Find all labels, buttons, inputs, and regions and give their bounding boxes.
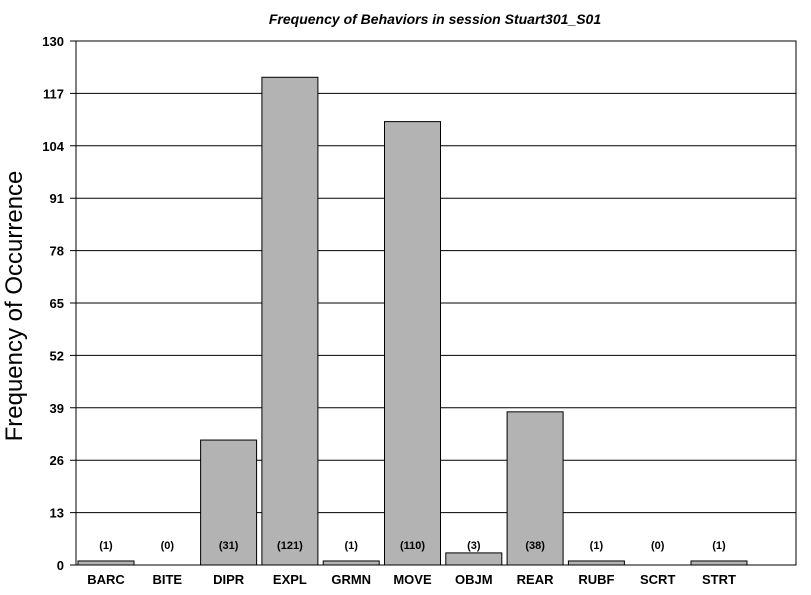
x-tick-label-barc: BARC (87, 572, 125, 587)
x-tick-label-strt: STRT (702, 572, 736, 587)
x-tick-label-rear: REAR (517, 572, 554, 587)
data-label-rubf: (1) (590, 540, 604, 552)
y-tick-label: 13 (50, 506, 64, 521)
data-label-rear: (38) (525, 540, 545, 552)
chart-title: Frequency of Behaviors in session Stuart… (269, 11, 601, 27)
bar-move (384, 121, 441, 566)
bar-barc (77, 560, 135, 566)
y-tick-label: 104 (42, 139, 64, 154)
x-tick-label-objm: OBJM (455, 572, 493, 587)
bar-rubf (567, 560, 625, 566)
y-tick-label: 0 (57, 558, 64, 573)
data-label-barc: (1) (99, 540, 113, 552)
x-tick-label-dipr: DIPR (213, 572, 245, 587)
bar-expl (261, 76, 319, 566)
data-label-grmn: (1) (344, 540, 358, 552)
x-tick-label-rubf: RUBF (578, 572, 614, 587)
bar-rear (506, 411, 564, 566)
y-tick-label: 26 (50, 453, 64, 468)
y-tick-label: 39 (50, 401, 64, 416)
x-axis-ticks: BARC BITE DIPR EXPL GRMN MOVE OBJM REAR RUBF SCRT… (87, 572, 736, 587)
data-label-bite: (0) (161, 540, 175, 552)
data-label-dipr: (31) (219, 540, 239, 552)
y-axis-label: Frequency of Occurrence (1, 171, 28, 442)
data-labels: (1) (0) (31) (121) (1) (110) (3) (38) (1) (0) (1) (99, 540, 726, 552)
x-tick-label-expl: EXPL (273, 572, 307, 587)
y-tick-label: 65 (50, 296, 64, 311)
bar-strt (690, 560, 748, 566)
data-label-expl: (121) (277, 540, 303, 552)
bar-objm (445, 552, 503, 566)
bar-grmn (322, 560, 380, 566)
x-tick-label-grmn: GRMN (331, 572, 371, 587)
data-label-strt: (1) (712, 540, 726, 552)
plot-frame (75, 40, 797, 566)
x-tick-label-bite: BITE (152, 572, 182, 587)
bar-dipr (200, 439, 258, 566)
y-axis-ticks: 0 13 26 39 52 65 78 91 104 117 130 (42, 34, 64, 573)
x-tick-label-move: MOVE (393, 572, 432, 587)
y-tick-label: 117 (43, 86, 64, 101)
x-tick-label-scrt: SCRT (640, 572, 675, 587)
y-tick-label: 52 (50, 348, 64, 363)
y-tick-label: 91 (50, 191, 64, 206)
data-label-move: (110) (400, 540, 425, 552)
data-label-objm: (3) (467, 540, 481, 552)
y-tick-label: 130 (42, 34, 64, 49)
data-label-scrt: (0) (651, 540, 665, 552)
bars (77, 76, 748, 566)
y-tick-label: 78 (50, 244, 64, 259)
